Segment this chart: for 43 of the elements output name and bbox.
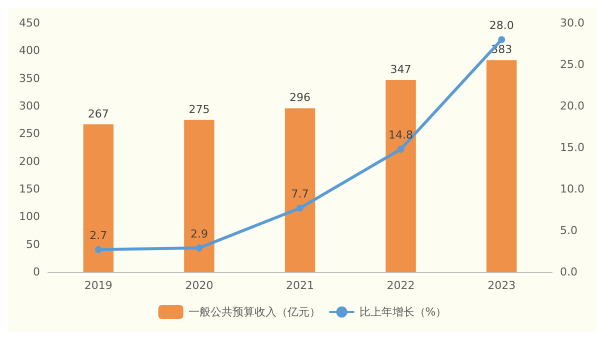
legend-label: 比上年增长（%）	[359, 306, 447, 318]
y-tick-label: 200	[19, 154, 40, 168]
y-tick-label: 0	[33, 266, 40, 278]
data-label: 2.7	[90, 229, 108, 242]
y-tick-label: 250	[19, 127, 40, 140]
x-tick-label: 2021	[286, 279, 314, 292]
y-tick-label: 150	[19, 182, 40, 196]
data-label: 267	[88, 107, 109, 120]
x-tick-label: 2023	[488, 279, 516, 292]
x-tick-label: 2022	[386, 279, 415, 292]
y-tick-label: 100	[19, 210, 40, 224]
y-tick-label: 400	[19, 44, 40, 58]
x-tick-label: 2019	[84, 279, 112, 292]
bar	[284, 108, 316, 272]
y2-tick-label: 20.0	[560, 100, 584, 112]
bar	[486, 60, 517, 272]
bar	[83, 124, 114, 272]
y2-tick-label: 10.0	[560, 182, 584, 196]
data-label: 14.8	[388, 128, 414, 142]
y-tick-label: 450	[19, 16, 40, 30]
data-label: 296	[290, 91, 310, 104]
x-tick-label: 2020	[185, 279, 214, 292]
point	[196, 244, 203, 252]
bar	[386, 80, 416, 272]
point	[296, 204, 304, 212]
legend-label: 一般公共预算收入（亿元）	[188, 306, 320, 318]
data-label: 7.7	[291, 188, 309, 201]
y-tick-label: 300	[19, 100, 40, 112]
y2-tick-label: 0.0	[560, 266, 578, 278]
y2-tick-label: 30.0	[560, 16, 584, 30]
y2-tick-label: 15.0	[560, 141, 584, 154]
y-tick-label: 50	[26, 238, 40, 251]
data-label: 2.9	[190, 227, 208, 240]
point	[94, 246, 102, 254]
y2-tick-label: 25.0	[560, 58, 584, 71]
y2-tick-label: 5.0	[560, 224, 578, 237]
y-tick-label: 350	[19, 72, 40, 85]
point	[397, 146, 404, 153]
point	[498, 36, 506, 44]
data-label: 347	[390, 62, 412, 76]
bar	[184, 120, 214, 272]
data-label: 275	[188, 102, 210, 116]
data-label: 28.0	[489, 19, 514, 32]
